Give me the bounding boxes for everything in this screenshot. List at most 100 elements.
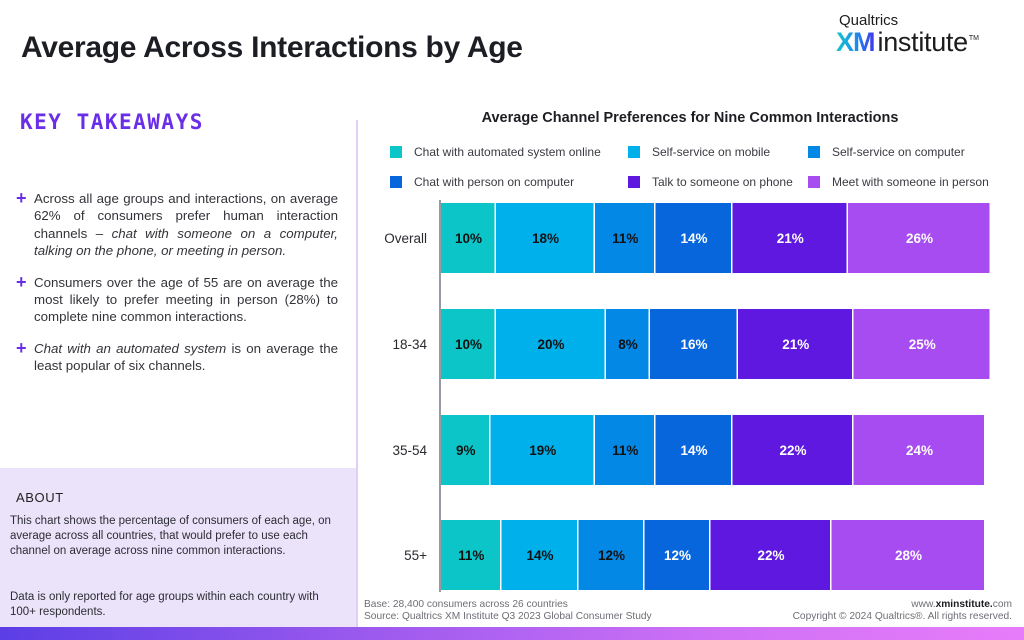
bar-data-label: 25% — [909, 337, 936, 352]
bar-segment — [496, 309, 605, 379]
plus-icon: + — [16, 271, 27, 292]
legend-label: Self-service on mobile — [652, 145, 771, 159]
legend-swatch — [628, 176, 640, 188]
category-label: 55+ — [404, 548, 427, 563]
about-panel: ABOUT This chart shows the percentage of… — [0, 468, 356, 627]
bar-data-label: 14% — [526, 548, 553, 563]
legend-item: Meet with someone in person — [808, 175, 989, 189]
bar-data-label: 10% — [455, 337, 482, 352]
chart-legend: Chat with automated system online Self-s… — [390, 145, 1020, 195]
legend-label: Chat with person on computer — [414, 175, 575, 189]
footer-website-link[interactable]: www.xminstitute.com — [793, 599, 1012, 611]
bar-segment — [578, 520, 643, 590]
about-note: Data is only reported for age groups wit… — [10, 591, 319, 618]
legend-item: Talk to someone on phone — [628, 175, 793, 189]
category-label: 35-54 — [392, 443, 427, 458]
bar-data-label: 11% — [612, 231, 638, 246]
category-label: Overall — [384, 231, 427, 246]
bar-segment — [853, 415, 984, 485]
bar-segment — [655, 415, 731, 485]
takeaway-list: + Across all age groups and interactions… — [16, 188, 338, 389]
bar-data-label: 11% — [458, 548, 484, 563]
bar-segment — [606, 309, 649, 379]
logo-xm-text: XM — [836, 27, 875, 57]
legend-item: Chat with automated system online — [390, 145, 601, 159]
bottom-gradient-band — [0, 627, 1024, 640]
bar-data-label: 20% — [537, 337, 564, 352]
bar-segment — [441, 415, 489, 485]
bar-data-label: 14% — [680, 443, 707, 458]
key-takeaways-panel: KEY TAKEAWAYS + Across all age groups an… — [0, 100, 356, 627]
copyright-text: Copyright © 2024 Qualtrics®. All rights … — [792, 611, 1012, 622]
plus-icon: + — [16, 188, 27, 208]
legend-item: Chat with person on computer — [390, 175, 574, 189]
legend-swatch — [808, 146, 820, 158]
footer-base-text: Base: 28,400 consumers across 26 countri… — [364, 599, 568, 610]
bar-segment — [710, 520, 830, 590]
takeaway-text-tail: is on average the least popular of six c… — [34, 340, 338, 374]
legend-swatch — [628, 146, 640, 158]
url-domain: xminstitute. — [935, 599, 993, 610]
bar-segment — [655, 203, 731, 273]
bar-data-label: 26% — [906, 231, 933, 246]
bar-segment — [738, 309, 852, 379]
bar-segment — [848, 203, 990, 273]
bar-data-label: 11% — [612, 443, 638, 458]
bar-segment — [595, 415, 654, 485]
bar-data-label: 22% — [757, 548, 784, 563]
takeaway-item: + Consumers over the age of 55 are on av… — [16, 271, 338, 326]
takeaway-text: Across all age groups and interactions, … — [34, 191, 338, 241]
takeaway-item: + Across all age groups and interactions… — [16, 188, 338, 260]
legend-label: Talk to someone on phone — [652, 175, 793, 189]
legend-swatch — [390, 146, 402, 158]
bar-segment — [501, 520, 577, 590]
bar-segment — [496, 203, 594, 273]
bar-segment — [732, 203, 847, 273]
legend-label: Meet with someone in person — [832, 175, 989, 189]
bar-segment — [441, 520, 500, 590]
about-description: This chart shows the percentage of consu… — [10, 515, 331, 557]
bar-data-label: 10% — [455, 231, 482, 246]
bar-segment — [853, 309, 990, 379]
about-title: ABOUT — [16, 490, 64, 505]
footer-source-text: Source: Qualtrics XM Institute Q3 2023 G… — [364, 611, 652, 622]
bar-data-label: 24% — [906, 443, 933, 458]
takeaway-emphasis: Chat with an automated system — [34, 340, 227, 356]
page-title: Average Across Interactions by Age — [21, 31, 523, 64]
bar-segment — [441, 309, 495, 379]
bar-data-label: 21% — [782, 337, 809, 352]
legend-swatch — [808, 176, 820, 188]
takeaway-item: + Chat with an automated system is on av… — [16, 337, 338, 375]
bar-data-label: 21% — [777, 231, 804, 246]
footer-copyright: www.xminstitute.com Copyright © 2024 Qua… — [793, 599, 1012, 623]
takeaway-emphasis: chat with someone on a computer, talking… — [34, 225, 338, 259]
chart-title: Average Channel Preferences for Nine Com… — [481, 110, 899, 126]
legend-label: Chat with automated system online — [414, 145, 601, 159]
legend-item: Self-service on computer — [808, 145, 965, 159]
bar-data-label: 19% — [529, 443, 556, 458]
plus-icon: + — [16, 337, 27, 358]
logo-institute-text: institute — [877, 27, 969, 57]
bar-data-label: 8% — [618, 337, 638, 352]
category-axis-line — [439, 200, 441, 592]
bar-data-label: 18% — [532, 231, 559, 246]
footer-source: Base: 28,400 consumers across 26 countri… — [364, 599, 652, 623]
bar-data-label: 28% — [895, 548, 922, 563]
bar-segment — [490, 415, 594, 485]
legend-label: Self-service on computer — [832, 145, 965, 159]
bar-data-label: 22% — [779, 443, 806, 458]
xm-institute-logo: Qualtrics XM institute TM — [836, 12, 979, 58]
logo-trademark: TM — [968, 35, 979, 42]
bar-segment — [650, 309, 737, 379]
bar-segment — [595, 203, 654, 273]
url-suffix: com — [992, 599, 1012, 610]
bar-segment — [441, 203, 495, 273]
category-label: 18-34 — [392, 337, 427, 352]
bar-data-label: 16% — [680, 337, 707, 352]
bar-segment — [831, 520, 984, 590]
logo-qualtrics-text: Qualtrics — [839, 12, 899, 29]
legend-item: Self-service on mobile — [628, 145, 770, 159]
url-prefix: www. — [911, 599, 936, 610]
bar-segment — [732, 415, 852, 485]
